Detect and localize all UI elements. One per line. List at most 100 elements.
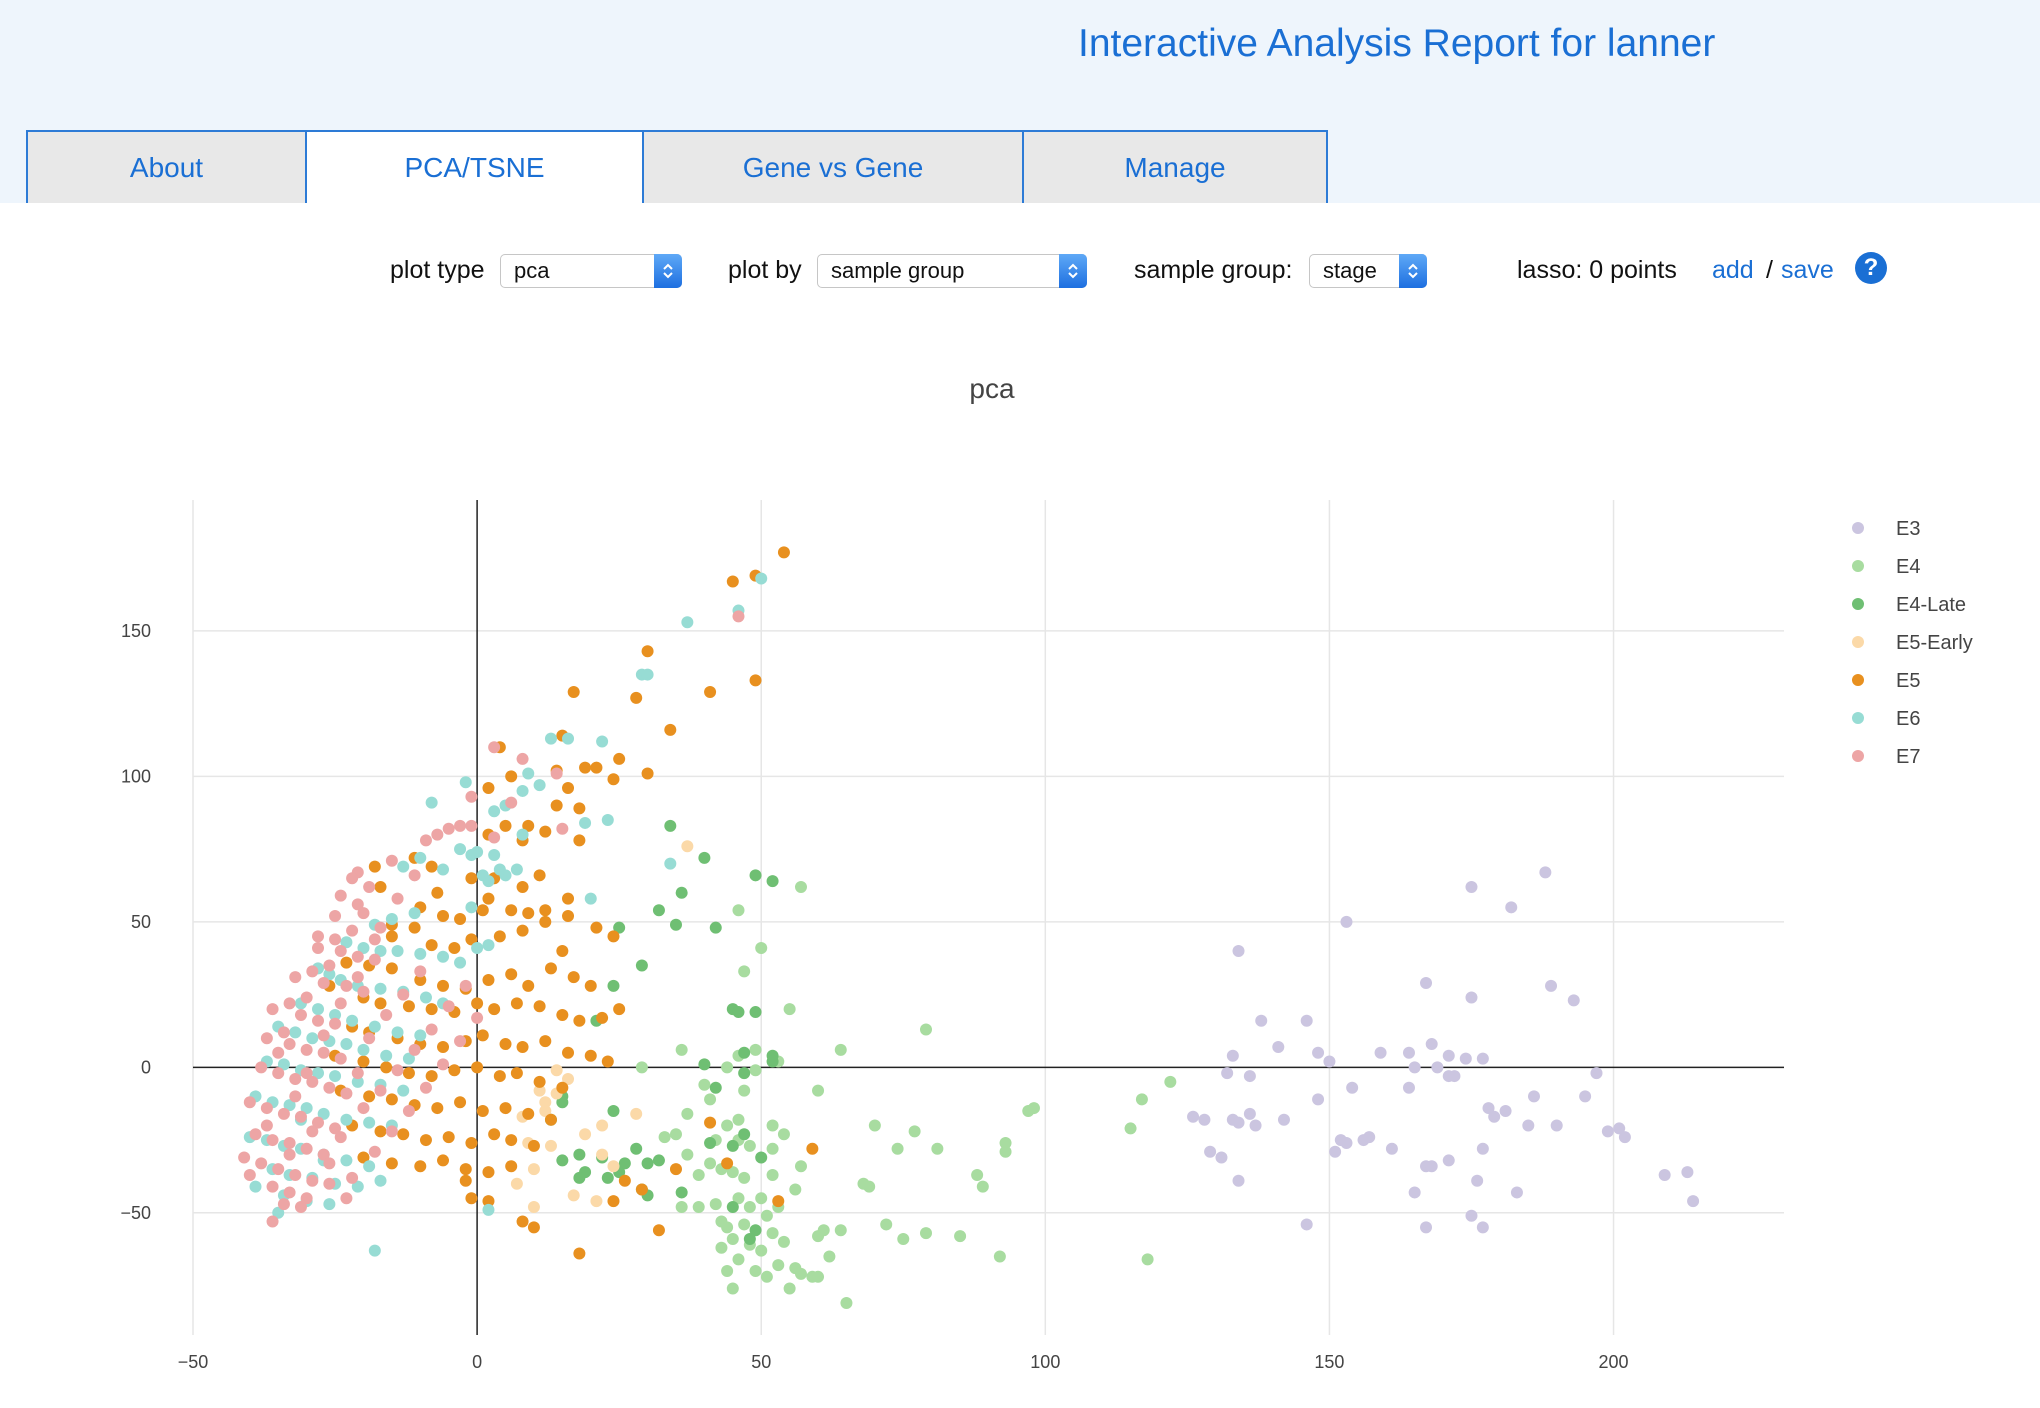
point[interactable]	[408, 921, 421, 934]
point[interactable]	[323, 959, 336, 972]
point[interactable]	[312, 1003, 325, 1016]
point[interactable]	[351, 1075, 364, 1088]
point[interactable]	[562, 1046, 575, 1059]
point[interactable]	[431, 828, 444, 841]
point[interactable]	[749, 1006, 762, 1019]
point[interactable]	[1687, 1195, 1700, 1208]
point[interactable]	[1340, 915, 1353, 928]
point[interactable]	[368, 860, 381, 873]
point[interactable]	[840, 1296, 853, 1309]
point[interactable]	[414, 1029, 427, 1042]
point[interactable]	[772, 1195, 785, 1208]
point[interactable]	[505, 1134, 518, 1147]
point[interactable]	[908, 1125, 921, 1138]
point[interactable]	[340, 979, 353, 992]
point[interactable]	[454, 1096, 467, 1109]
point[interactable]	[709, 1198, 722, 1211]
point[interactable]	[527, 1163, 540, 1176]
legend-marker[interactable]	[1852, 598, 1864, 610]
point[interactable]	[419, 991, 432, 1004]
point[interactable]	[243, 1168, 256, 1181]
point[interactable]	[431, 1102, 444, 1115]
point[interactable]	[385, 1157, 398, 1170]
legend-label[interactable]: E7	[1896, 746, 1920, 768]
point[interactable]	[1027, 1102, 1040, 1115]
point[interactable]	[789, 1183, 802, 1196]
point[interactable]	[613, 1003, 626, 1016]
point[interactable]	[1539, 866, 1552, 879]
point[interactable]	[533, 1000, 546, 1013]
series-E7[interactable]	[238, 610, 745, 1228]
point[interactable]	[584, 892, 597, 905]
point[interactable]	[510, 1177, 523, 1190]
point[interactable]	[533, 779, 546, 792]
point[interactable]	[1488, 1110, 1501, 1123]
point[interactable]	[652, 1154, 665, 1167]
point[interactable]	[692, 1200, 705, 1213]
point[interactable]	[596, 1011, 609, 1024]
point[interactable]	[306, 965, 319, 978]
point[interactable]	[488, 805, 501, 818]
point[interactable]	[641, 668, 654, 681]
point[interactable]	[283, 1148, 296, 1161]
point[interactable]	[357, 1055, 370, 1068]
point[interactable]	[579, 816, 592, 829]
point[interactable]	[1198, 1113, 1211, 1126]
point[interactable]	[766, 1119, 779, 1132]
point[interactable]	[596, 1119, 609, 1132]
point[interactable]	[669, 1128, 682, 1141]
point[interactable]	[590, 1195, 603, 1208]
point[interactable]	[312, 1116, 325, 1129]
point[interactable]	[391, 1026, 404, 1039]
point[interactable]	[749, 674, 762, 687]
point[interactable]	[743, 1200, 756, 1213]
point[interactable]	[527, 1221, 540, 1234]
point[interactable]	[1510, 1186, 1523, 1199]
point[interactable]	[1385, 1142, 1398, 1155]
point[interactable]	[732, 904, 745, 917]
point[interactable]	[368, 933, 381, 946]
point[interactable]	[442, 1000, 455, 1013]
point[interactable]	[755, 1151, 768, 1164]
point[interactable]	[715, 1241, 728, 1254]
point[interactable]	[556, 1096, 569, 1109]
point[interactable]	[613, 921, 626, 934]
point[interactable]	[1471, 1174, 1484, 1187]
point[interactable]	[794, 880, 807, 893]
point[interactable]	[1476, 1142, 1489, 1155]
point[interactable]	[397, 1084, 410, 1097]
point[interactable]	[766, 1227, 779, 1240]
point[interactable]	[681, 616, 694, 629]
point[interactable]	[755, 1244, 768, 1257]
point[interactable]	[516, 1040, 529, 1053]
point[interactable]	[1215, 1151, 1228, 1164]
point[interactable]	[533, 869, 546, 882]
point[interactable]	[738, 1171, 751, 1184]
point[interactable]	[459, 979, 472, 992]
point[interactable]	[573, 1247, 586, 1260]
point[interactable]	[385, 854, 398, 867]
point[interactable]	[1658, 1168, 1671, 1181]
point[interactable]	[607, 1104, 620, 1117]
point[interactable]	[482, 1195, 495, 1208]
legend-label[interactable]: E5-Early	[1896, 632, 1973, 654]
point[interactable]	[471, 1011, 484, 1024]
point[interactable]	[755, 942, 768, 955]
point[interactable]	[437, 863, 450, 876]
point[interactable]	[1255, 1014, 1268, 1027]
point[interactable]	[1681, 1166, 1694, 1179]
point[interactable]	[601, 1171, 614, 1184]
legend-marker[interactable]	[1852, 560, 1864, 572]
point[interactable]	[590, 921, 603, 934]
point[interactable]	[749, 1043, 762, 1056]
point[interactable]	[437, 1058, 450, 1071]
point[interactable]	[499, 1102, 512, 1115]
point[interactable]	[919, 1227, 932, 1240]
point[interactable]	[437, 1040, 450, 1053]
point[interactable]	[1618, 1131, 1631, 1144]
point[interactable]	[476, 1029, 489, 1042]
point[interactable]	[317, 1148, 330, 1161]
point[interactable]	[493, 863, 506, 876]
plot-by-select[interactable]: sample group	[817, 254, 1087, 288]
point[interactable]	[465, 790, 478, 803]
